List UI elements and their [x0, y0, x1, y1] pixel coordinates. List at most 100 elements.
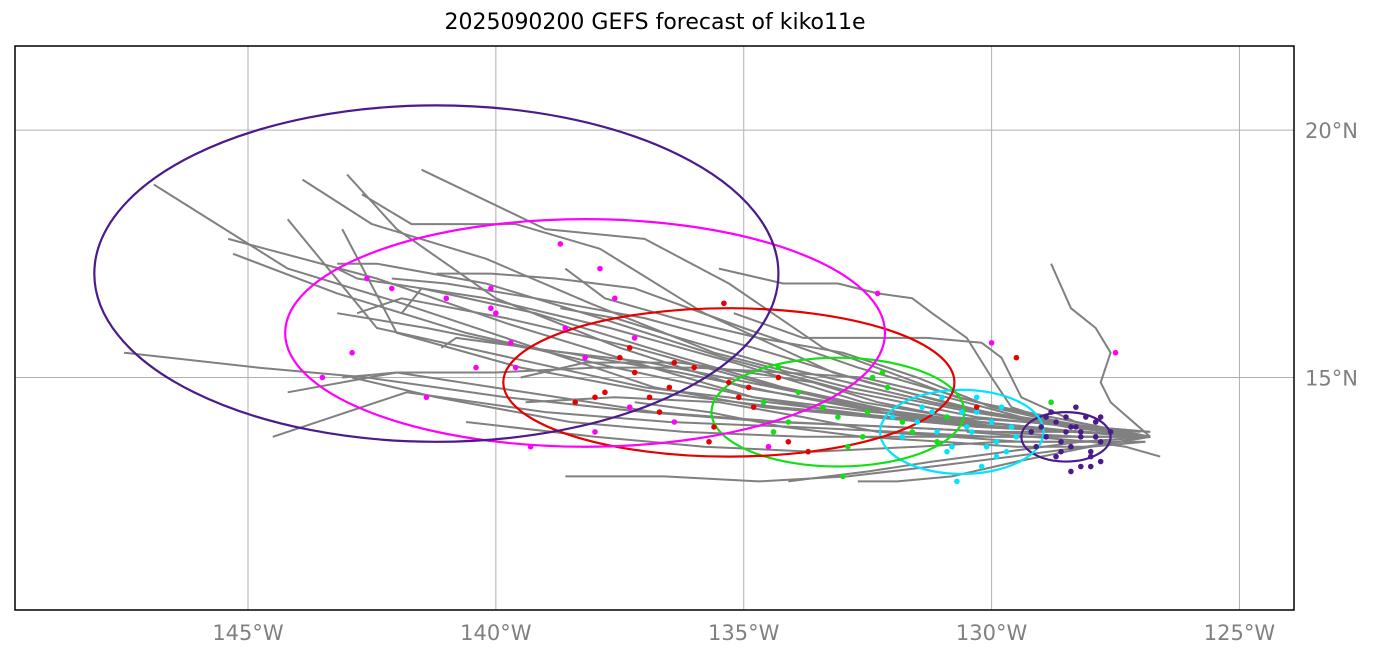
- plot-frame: [14, 45, 1295, 611]
- uncertainty-ellipse-0: [1020, 411, 1112, 463]
- track-line-12: [351, 376, 1151, 438]
- forecast-point: [349, 349, 355, 356]
- forecast-point: [666, 384, 673, 391]
- forecast-point: [1053, 419, 1059, 425]
- x-tick-label: 140°W: [460, 621, 532, 645]
- forecast-point: [1048, 409, 1054, 415]
- forecast-point: [934, 429, 940, 435]
- track-line-14: [565, 435, 1151, 483]
- forecast-point: [1058, 438, 1064, 445]
- forecast-point: [884, 384, 891, 391]
- forecast-point: [1087, 453, 1094, 460]
- forecast-point: [1063, 414, 1069, 420]
- forecast-point: [983, 443, 990, 450]
- forecast-point: [959, 409, 965, 415]
- uncertainty-ellipse-5: [93, 104, 780, 443]
- forecast-point: [899, 419, 906, 425]
- forecast-point: [795, 389, 802, 396]
- forecast-point: [973, 404, 980, 410]
- forecast-point: [473, 364, 479, 371]
- x-tick-label: 130°W: [956, 621, 1028, 645]
- track-line-10: [287, 371, 1151, 438]
- forecast-point: [493, 310, 499, 316]
- forecast-point: [845, 443, 851, 450]
- x-tick-label: 135°W: [708, 621, 780, 645]
- forecast-point: [1053, 453, 1059, 460]
- uncertainty-ellipse-4: [284, 218, 887, 448]
- forecast-point: [1058, 448, 1064, 455]
- forecast-point: [671, 419, 678, 425]
- forecast-point: [507, 340, 514, 346]
- forecast-point: [1097, 438, 1104, 445]
- forecast-point: [869, 374, 876, 381]
- tick-labels: 145°W 140°W 135°W 130°W 125°W 15°N 20°N: [212, 119, 1358, 645]
- forecast-point: [1033, 443, 1040, 450]
- forecast-point: [968, 429, 975, 435]
- forecast-point: [993, 438, 1000, 445]
- forecast-point: [631, 369, 638, 376]
- forecast-point: [488, 285, 494, 292]
- x-tick-label: 145°W: [212, 621, 284, 645]
- forecast-point: [954, 478, 960, 485]
- forecast-point: [656, 409, 663, 415]
- chart-title: 2025090200 GEFS forecast of kiko11e: [444, 10, 866, 35]
- forecast-point: [770, 429, 777, 435]
- forecast-point: [1097, 414, 1104, 420]
- forecast-point: [760, 399, 767, 406]
- forecast-point: [939, 394, 945, 401]
- track-line-24: [733, 312, 1151, 438]
- forecast-point: [721, 300, 727, 307]
- forecast-point: [1073, 424, 1079, 430]
- forecast-point: [631, 335, 638, 341]
- forecast-point: [1092, 419, 1099, 425]
- uncertainty-ellipse-1: [878, 388, 1045, 476]
- forecast-point: [572, 399, 578, 406]
- forecast-point: [909, 429, 916, 435]
- forecast-point: [785, 419, 792, 425]
- y-tick-label: 20°N: [1305, 119, 1358, 143]
- forecast-point: [1087, 463, 1094, 470]
- forecast-point: [745, 384, 752, 391]
- forecast-point: [527, 443, 534, 450]
- forecast-point: [626, 404, 633, 410]
- forecast-point: [1008, 424, 1015, 430]
- forecast-point: [612, 295, 618, 302]
- forecast-point: [914, 419, 921, 425]
- forecast-point: [646, 394, 653, 401]
- forecast-point: [1068, 424, 1074, 430]
- forecast-point: [1082, 414, 1089, 420]
- forecast-point: [899, 434, 906, 440]
- forecast-point: [775, 374, 782, 381]
- forecast-point: [929, 409, 935, 415]
- forecast-point: [319, 374, 326, 381]
- forecast-point: [978, 463, 985, 470]
- forecast-point: [973, 409, 980, 415]
- forecast-point: [1068, 468, 1074, 475]
- forecast-point: [944, 448, 950, 455]
- forecast-point: [1038, 424, 1044, 430]
- ellipses-layer: [93, 104, 1112, 476]
- forecast-point: [1028, 429, 1035, 435]
- track-line-4: [421, 168, 1151, 438]
- tracks-layer: [123, 168, 1161, 483]
- forecast-point: [388, 285, 395, 292]
- forecast-point: [488, 305, 494, 312]
- forecast-point: [944, 414, 950, 420]
- forecast-point: [993, 453, 1000, 460]
- forecast-point: [785, 438, 792, 445]
- forecast-point: [840, 473, 846, 480]
- forecast-point: [934, 438, 940, 445]
- forecast-point: [1013, 354, 1020, 361]
- forecast-point: [1078, 434, 1084, 440]
- forecast-point: [602, 389, 608, 396]
- forecast-point: [949, 443, 955, 450]
- forecast-point: [1043, 414, 1049, 420]
- forecast-point: [557, 241, 564, 247]
- forecast-point: [423, 394, 430, 401]
- forecast-point: [775, 364, 782, 371]
- forecast-point: [671, 359, 678, 366]
- forecast-point: [919, 404, 925, 410]
- forecast-point: [988, 340, 995, 346]
- forecast-point: [964, 424, 970, 430]
